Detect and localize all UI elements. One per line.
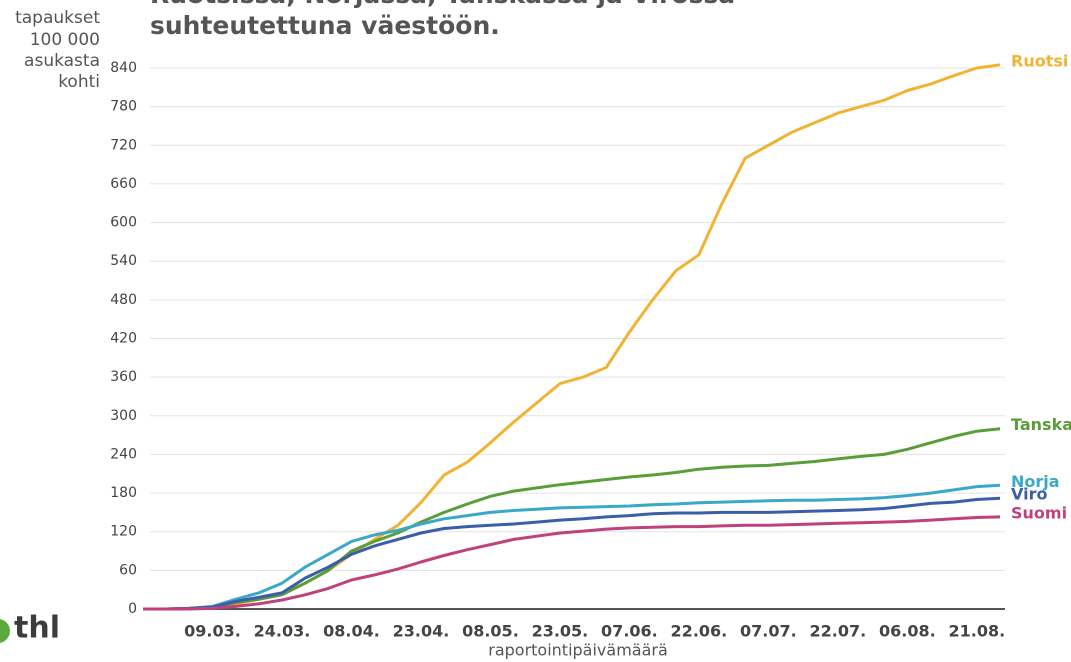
y-tick-label: 0 [128, 601, 137, 617]
y-tick-label: 420 [110, 331, 137, 347]
y-tick-label: 120 [110, 524, 137, 540]
series-line [143, 63, 1001, 611]
y-tick-label: 300 [110, 408, 137, 424]
x-tick-label: 09.03. [184, 622, 241, 641]
x-tick-label: 07.06. [601, 622, 658, 641]
y-tick-label: 180 [110, 485, 137, 501]
series-line [143, 496, 1001, 611]
series-label: Suomi [1011, 503, 1067, 522]
y-axis-label: kohti [58, 72, 100, 92]
series-label: Ruotsi [1011, 51, 1068, 70]
y-axis-label: 100 000 [30, 30, 100, 50]
series-label: Tanska [1011, 415, 1071, 434]
y-tick-label: 60 [119, 562, 137, 578]
y-tick-label: 720 [110, 137, 137, 153]
logo-mark [0, 619, 10, 643]
y-tick-label: 540 [110, 253, 137, 269]
y-axis-label: asukasta [24, 51, 100, 71]
series-label: Viro [1011, 485, 1047, 504]
y-tick-label: 480 [110, 292, 137, 308]
y-tick-label: 360 [110, 369, 137, 385]
chart-title: suhteutettuna väestöön. [150, 11, 500, 40]
series-line [143, 515, 1001, 611]
series-line [143, 427, 1001, 611]
x-tick-label: 07.07. [740, 622, 797, 641]
x-tick-label: 22.07. [810, 622, 867, 641]
x-tick-label: 06.08. [879, 622, 936, 641]
y-axis-label: tapaukset [15, 8, 100, 28]
x-tick-label: 08.04. [323, 622, 380, 641]
x-tick-label: 21.08. [948, 622, 1005, 641]
x-tick-label: 08.05. [462, 622, 519, 641]
logo: thl [14, 611, 60, 646]
x-tick-label: 23.04. [393, 622, 450, 641]
x-tick-label: 23.05. [532, 622, 589, 641]
x-tick-label: 22.06. [671, 622, 728, 641]
x-tick-label: 24.03. [254, 622, 311, 641]
y-tick-label: 780 [110, 99, 137, 115]
x-axis-label: raportointipäivämäärä [488, 641, 668, 660]
y-tick-label: 240 [110, 446, 137, 462]
series-line [143, 483, 1001, 611]
series-label: Norja [1011, 472, 1060, 491]
y-tick-label: 660 [110, 176, 137, 192]
y-tick-label: 840 [110, 60, 137, 76]
y-tick-label: 600 [110, 215, 137, 231]
chart-title: Ruotsissa, Norjassa, Tanskassa ja Viross… [150, 0, 735, 9]
